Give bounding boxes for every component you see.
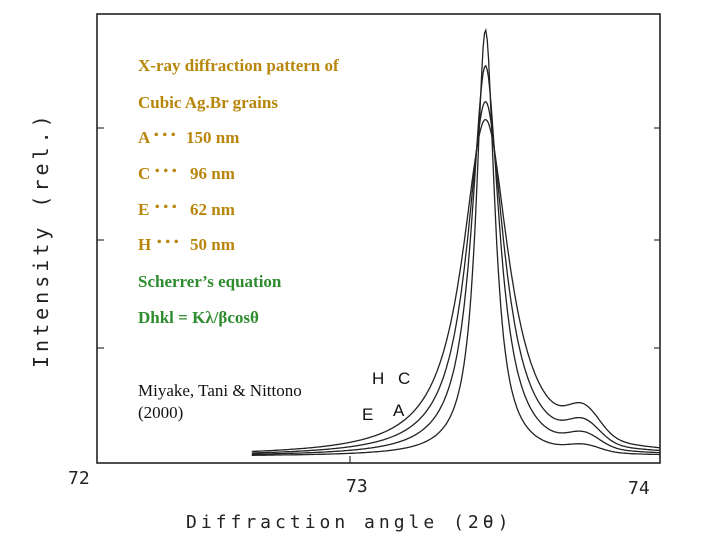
x-axis-label: Diffraction angle (2θ) (186, 512, 512, 533)
legend-entry-H: H ･･･ 50 nm (138, 233, 235, 254)
legend-value-A: 150 nm (186, 128, 239, 147)
legend-dots-C: ･･･ (153, 162, 179, 181)
legend-entry-E: E ･･･ 62 nm (138, 198, 235, 219)
chart-title: X-ray diffraction pattern of (138, 56, 339, 75)
curve-label-E: E (362, 405, 373, 424)
legend-key-C: C (138, 164, 150, 183)
legend-value-E: 62 nm (190, 200, 235, 219)
curve-label-H: H (372, 369, 384, 388)
citation-line2: (2000) (138, 403, 183, 422)
legend-dots-E: ･･･ (153, 198, 179, 217)
curve-label-A: A (393, 401, 405, 420)
series-line-E (251, 100, 661, 454)
x-tick-label-72: 72 (68, 468, 90, 489)
legend-value-C: 96 nm (190, 164, 235, 183)
curve-label-C: C (398, 369, 410, 388)
x-tick-label-73: 73 (346, 476, 368, 497)
frame-ticks (97, 127, 660, 463)
legend-value-H: 50 nm (190, 235, 235, 254)
legend-key-E: E (138, 200, 149, 219)
legend-key-A: A (138, 128, 151, 147)
legend-key-H: H (138, 235, 151, 254)
legend: A ･･･ 150 nm C ･･･ 96 nm E ･･･ 62 nm H ･… (138, 126, 239, 254)
equation: Dhkl = Kλ/βcosθ (138, 308, 259, 327)
chart-subtitle: Cubic Ag.Br grains (138, 93, 278, 112)
x-tick-label-74: 74 (628, 478, 650, 499)
series-line-C (251, 64, 660, 455)
series-line-A (251, 27, 660, 456)
legend-dots-A: ･･･ (152, 126, 178, 145)
legend-dots-H: ･･･ (155, 233, 181, 252)
equation-title: Scherrer’s equation (138, 272, 282, 291)
y-axis-label: Intensity (rel.) (29, 111, 53, 368)
legend-entry-C: C ･･･ 96 nm (138, 162, 235, 183)
citation-line1: Miyake, Tani & Nittono (138, 381, 302, 400)
curve-group (251, 27, 661, 456)
plot-frame (96, 13, 661, 464)
legend-entry-A: A ･･･ 150 nm (138, 126, 239, 147)
series-line-H (251, 118, 661, 453)
